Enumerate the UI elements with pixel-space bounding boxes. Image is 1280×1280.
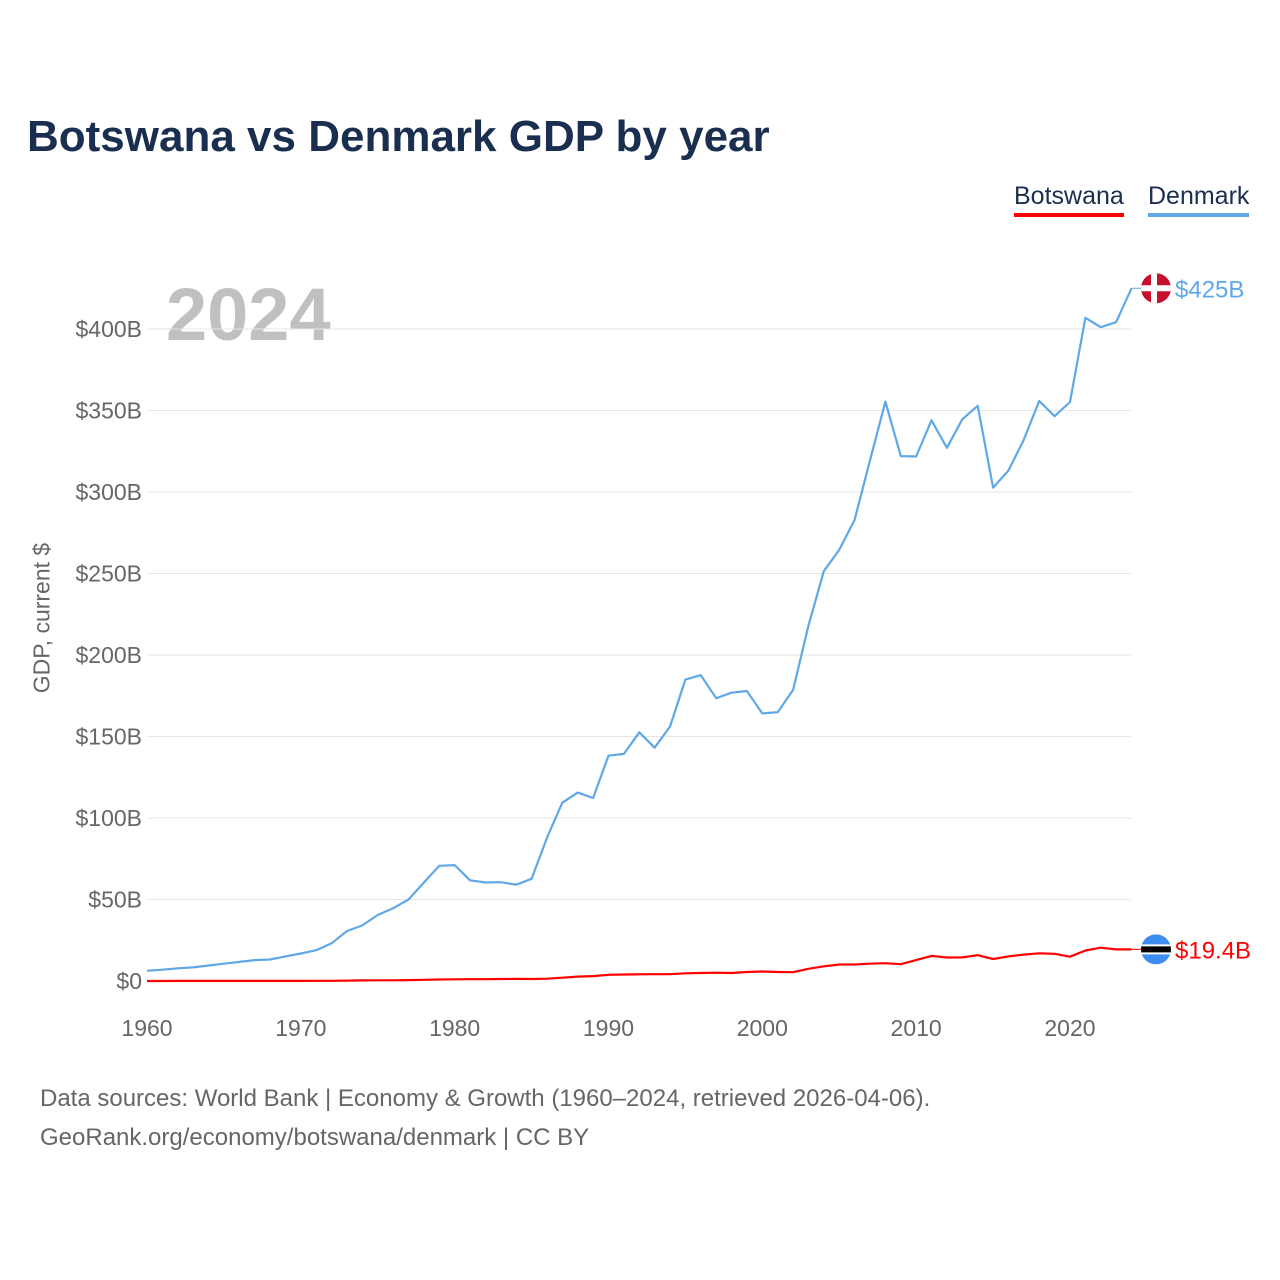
x-tick-label: 1990 [583, 1015, 634, 1041]
source-note: Data sources: World Bank | Economy & Gro… [40, 1085, 931, 1112]
legend-botswana[interactable]: Botswana [1014, 182, 1124, 217]
series-line-botswana [147, 946, 1132, 983]
x-tick-label: 1960 [121, 1015, 172, 1041]
chart-title: Botswana vs Denmark GDP by year [27, 112, 770, 161]
y-tick-label: $350B [75, 398, 142, 424]
year-label: 2024 [166, 273, 331, 356]
botswana-flag-icon [1141, 934, 1171, 965]
y-tick-label: $200B [75, 642, 142, 668]
x-tick-label: 2000 [737, 1015, 788, 1041]
y-tick-label: $300B [75, 479, 142, 505]
y-tick-label: $250B [75, 561, 142, 587]
series-line-denmark [146, 287, 1133, 972]
x-tick-label: 2020 [1044, 1015, 1095, 1041]
source-url[interactable]: GeoRank.org/economy/botswana/denmark | C… [40, 1124, 590, 1151]
x-tick-label: 1980 [429, 1015, 480, 1041]
y-tick-label: $0 [116, 968, 142, 994]
y-tick-label: $100B [75, 805, 142, 831]
denmark-flag-icon [1141, 273, 1171, 304]
x-tick-label: 2010 [891, 1015, 942, 1041]
y-tick-label: $50B [88, 887, 142, 913]
end-value-label-denmark: $425B [1175, 276, 1244, 303]
y-tick-label: $400B [75, 316, 142, 342]
end-value-label-botswana: $19.4B [1175, 937, 1251, 964]
x-tick-label: 1970 [275, 1015, 326, 1041]
legend-denmark[interactable]: Denmark [1148, 182, 1250, 217]
y-tick-label: $150B [75, 724, 142, 750]
